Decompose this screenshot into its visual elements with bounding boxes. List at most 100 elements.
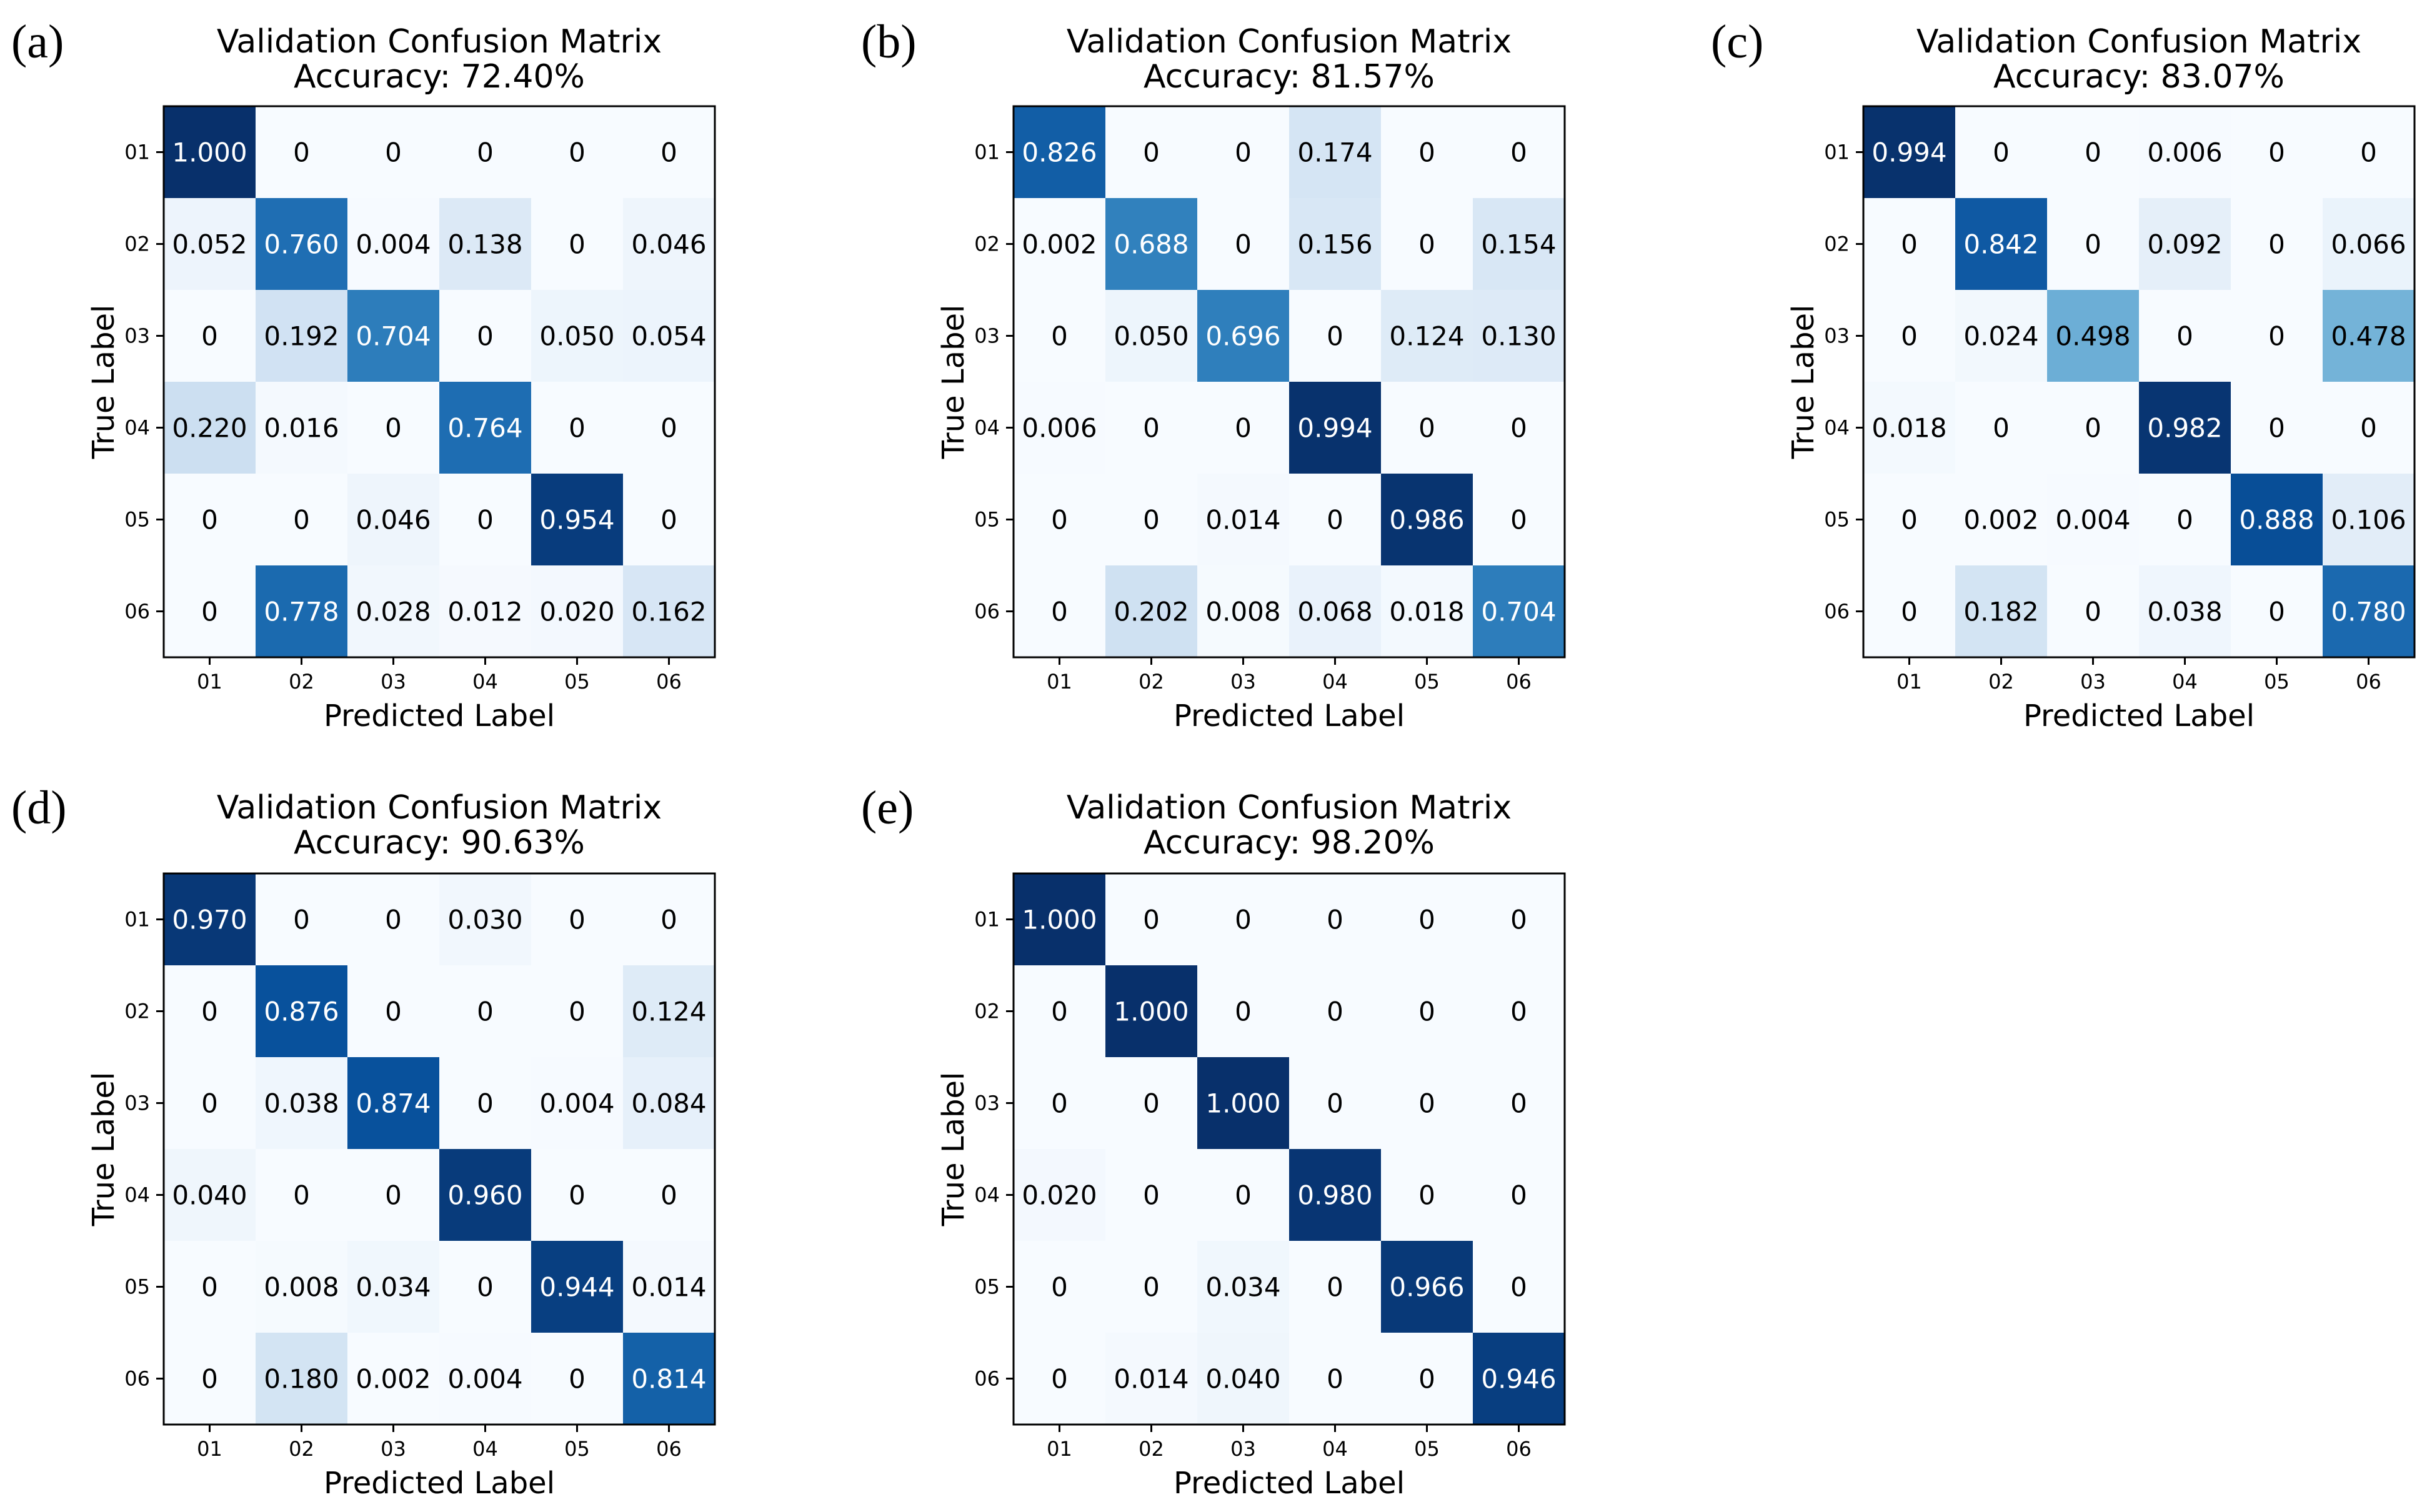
heatmap-cell [256,1241,347,1333]
cell-value-label: 0.040 [1205,1364,1280,1395]
cell-value-label: 0.028 [356,597,431,627]
cell-value-label: 0 [201,597,218,627]
cell-value-label: 0 [1327,505,1343,535]
heatmap-cell [1289,198,1381,290]
heatmap-cell [2047,565,2139,657]
cell-value-label: 0.050 [539,321,614,352]
cell-value-label: 0.068 [1297,597,1372,627]
cell-value-label: 0.124 [631,997,706,1027]
heatmap-cell [2231,382,2323,474]
cell-value-label: 0 [1143,413,1160,444]
cell-value-label: 0 [1235,229,1252,260]
cell-value-label: 0 [1235,905,1252,935]
cell-value-label: 0.002 [1963,505,2038,535]
heatmap-cell [256,1149,347,1241]
y-tick-label: 02 [1824,232,1850,256]
heatmap-cell [439,1149,531,1241]
heatmap-cell [2323,565,2415,657]
heatmap-frame [1012,105,1566,659]
heatmap-cell [347,382,439,474]
x-tick-label: 03 [381,670,406,694]
heatmap-cell [2139,382,2231,474]
y-tick-label: 01 [974,141,1000,164]
y-tick-label: 05 [1824,508,1850,532]
cell-value-label: 0.826 [1022,137,1097,168]
cell-value-label: 0.004 [356,229,431,260]
heatmap-cell [256,290,347,382]
heatmap-cell [1105,198,1197,290]
cell-value-label: 0 [293,137,310,168]
x-axis-label: Predicted Label [324,699,555,734]
cell-value-label: 0 [1510,1180,1527,1211]
cell-value-label: 0.008 [1205,597,1280,627]
heatmap-cell [623,873,715,965]
heatmap-cell [256,565,347,657]
panel-label: (a) [11,16,64,68]
heatmap-cell [1197,965,1289,1057]
heatmap-cell [347,1333,439,1425]
cell-value-label: 0.778 [264,597,339,627]
heatmap-cell [623,1057,715,1149]
y-tick-label: 05 [974,1275,1000,1299]
x-tick-label: 02 [1988,670,2014,694]
cell-value-label: 0 [660,1180,677,1211]
y-tick-label: 03 [124,324,150,348]
heatmap-cell [531,1057,623,1149]
heatmap-cell [256,474,347,565]
confusion-matrix-panel-1: (a) Validation Confusion MatrixAccuracy: … [11,16,716,734]
heatmap-cell [347,1149,439,1241]
cell-value-label: 0.994 [1871,137,1946,168]
heatmap-cell [164,1241,256,1333]
heatmap-cell [1955,565,2047,657]
heatmap-cell [1105,565,1197,657]
cell-value-label: 0.040 [172,1180,247,1211]
heatmap-cell [439,1241,531,1333]
heatmap-cell [2323,382,2415,474]
heatmap-cell [2139,474,2231,565]
cell-value-label: 0.002 [1022,229,1097,260]
heatmap-cell [164,873,256,965]
heatmap-cell [1381,1057,1473,1149]
x-tick-label: 04 [472,1437,498,1461]
cell-value-label: 0 [385,905,402,935]
heatmap-cell [623,1241,715,1333]
cell-value-label: 0.220 [172,413,247,444]
heatmap-cell [164,382,256,474]
heatmap-cell [1197,382,1289,474]
cell-value-label: 0.004 [447,1364,522,1395]
y-tick-label: 03 [124,1092,150,1115]
heatmap-cell [623,290,715,382]
cell-value-label: 0 [1901,505,1918,535]
y-tick-label: 04 [1824,416,1850,440]
x-axis-label: Predicted Label [1174,1466,1405,1501]
heatmap-cell [1289,382,1381,474]
heatmap-cell [2231,474,2323,565]
x-tick-label: 05 [2264,670,2290,694]
heatmap-cell [1955,106,2047,198]
cell-value-label: 0.014 [631,1272,706,1303]
heatmap-cell [531,965,623,1057]
cell-value-label: 0 [1418,997,1435,1027]
y-axis-label: True Label [86,1072,121,1227]
y-tick-label: 05 [124,508,150,532]
cell-value-label: 0.944 [539,1272,614,1303]
cell-value-label: 0 [1510,905,1527,935]
cell-value-label: 0 [1327,321,1343,352]
cell-value-label: 0 [569,413,586,444]
heatmap-cell [2231,290,2323,382]
heatmap-cell [1014,1241,1105,1333]
cell-value-label: 0 [477,505,494,535]
confusion-matrix-panel-4: (d) Validation Confusion MatrixAccuracy: … [11,782,716,1501]
heatmap-cell [1955,382,2047,474]
heatmap-cell [1014,290,1105,382]
heatmap-frame [1862,105,2416,659]
cell-value-label: 0.704 [356,321,431,352]
y-tick-label: 02 [124,232,150,256]
heatmap-cell [1473,1149,1565,1241]
y-axis-label: True Label [936,305,971,460]
cell-value-label: 0.498 [2055,321,2130,352]
heatmap-cell [1381,565,1473,657]
heatmap-cell [256,1333,347,1425]
cell-value-label: 0 [569,1364,586,1395]
